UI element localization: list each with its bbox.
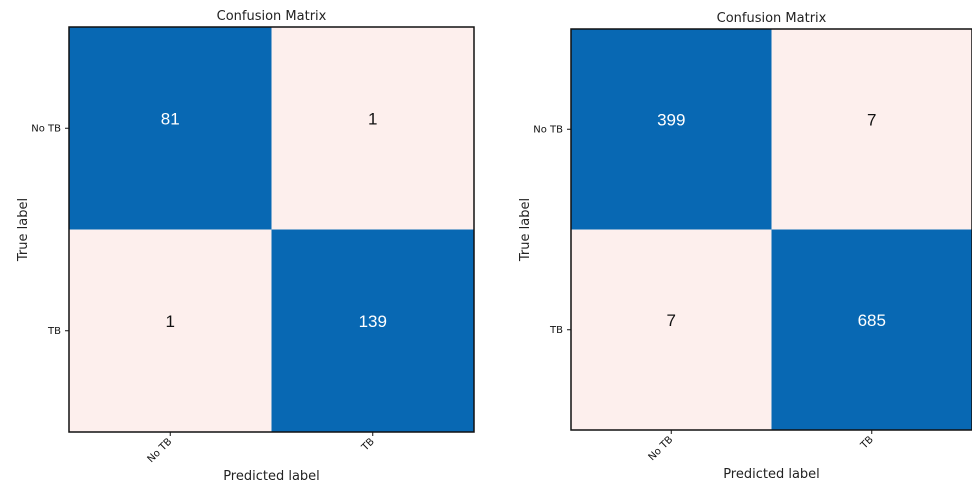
y-tick-label: TB — [549, 325, 563, 336]
confusion-matrix-left-svg: 81 1 1 139 Confusion Matrix No TB TB No TB TB Pre… — [16, 9, 475, 484]
matrix-cell — [571, 229, 772, 430]
y-axis-label: True label — [518, 198, 533, 262]
matrix-cell — [271, 27, 474, 230]
matrix-cell — [771, 229, 972, 430]
cell-value-label: 139 — [359, 312, 387, 331]
cell-value-label: 1 — [166, 312, 175, 331]
confusion-matrix-right-svg: 399 7 7 685 Confusion Matrix No TB TB No TB TB Pr… — [518, 11, 972, 482]
matrix-cell — [69, 27, 272, 230]
matrix-frame — [570, 28, 972, 431]
x-axis-label: Predicted label — [723, 467, 820, 482]
confusion-matrix-right: 399 7 7 685 Confusion Matrix No TB TB No TB TB Pr… — [486, 0, 972, 484]
x-tick-label: No TB — [146, 436, 175, 465]
y-axis-label: True label — [16, 198, 31, 262]
chart-title: Confusion Matrix — [217, 9, 327, 24]
x-tick-label: No TB — [647, 434, 676, 463]
matrix-frame — [68, 26, 475, 433]
y-tick-label: TB — [47, 326, 61, 337]
y-tick-label: No TB — [533, 124, 563, 135]
y-tick-label: No TB — [31, 123, 61, 134]
matrix-cell — [571, 29, 772, 230]
x-tick-label: TB — [858, 434, 876, 452]
matrix-cell — [69, 229, 272, 432]
chart-title: Confusion Matrix — [717, 11, 827, 26]
matrix-cell — [271, 229, 474, 432]
confusion-matrix-left: 81 1 1 139 Confusion Matrix No TB TB No TB TB Pre… — [0, 0, 486, 484]
cell-value-label: 685 — [858, 311, 886, 330]
cell-value-label: 7 — [867, 111, 876, 130]
matrix-cell — [771, 29, 972, 230]
x-tick-label: TB — [359, 436, 377, 454]
cell-value-label: 399 — [657, 111, 685, 130]
cell-value-label: 1 — [368, 110, 377, 129]
cell-value-label: 7 — [667, 311, 676, 330]
cell-value-label: 81 — [161, 110, 180, 129]
x-axis-label: Predicted label — [223, 469, 320, 484]
